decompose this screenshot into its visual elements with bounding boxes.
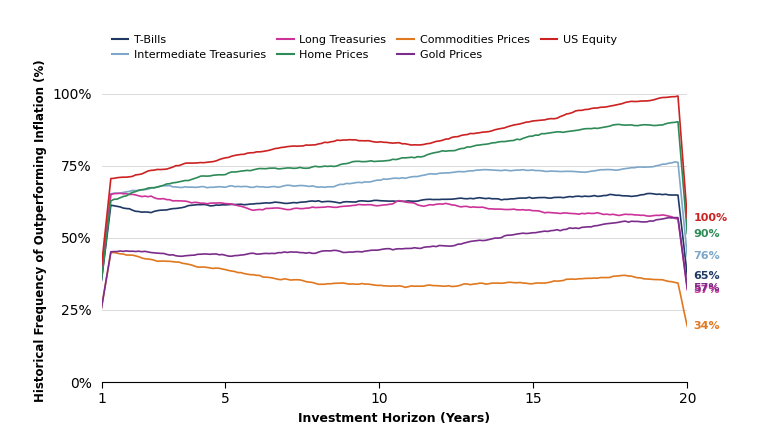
Commodities Prices — [267, 275, 276, 280]
Line: Gold Prices: Gold Prices — [102, 217, 687, 308]
Gold Prices — [264, 251, 273, 256]
Home Prices — [264, 165, 273, 171]
Line: T-Bills: T-Bills — [102, 194, 687, 280]
US Equity — [683, 216, 692, 221]
Commodities Prices — [394, 283, 404, 289]
Text: 57%: 57% — [694, 285, 720, 295]
Text: 34%: 34% — [694, 321, 720, 331]
Home Prices — [97, 277, 106, 282]
Line: US Equity: US Equity — [102, 96, 687, 266]
Intermediate Treasuries — [264, 184, 273, 190]
Legend: T-Bills, Intermediate Treasuries, Long Treasuries, Home Prices, Commodities Pric: T-Bills, Intermediate Treasuries, Long T… — [107, 30, 622, 65]
Long Treasuries — [276, 206, 286, 211]
Commodities Prices — [162, 259, 171, 264]
Line: Commodities Prices: Commodities Prices — [102, 253, 687, 326]
Commodities Prices — [237, 270, 246, 275]
US Equity — [391, 140, 401, 146]
T-Bills — [273, 200, 283, 205]
T-Bills — [97, 278, 106, 283]
Intermediate Treasuries — [97, 272, 106, 278]
Long Treasuries — [394, 198, 404, 203]
US Equity — [264, 148, 273, 153]
T-Bills — [234, 202, 243, 207]
US Equity — [363, 138, 373, 143]
Gold Prices — [363, 248, 373, 253]
Intermediate Treasuries — [683, 253, 692, 259]
X-axis label: Investment Horizon (Years): Investment Horizon (Years) — [298, 412, 490, 425]
US Equity — [159, 167, 168, 172]
US Equity — [273, 146, 283, 151]
Text: 65%: 65% — [694, 271, 720, 281]
Long Treasuries — [116, 191, 125, 196]
Long Treasuries — [683, 287, 692, 293]
Intermediate Treasuries — [363, 180, 373, 185]
Commodities Prices — [97, 305, 106, 310]
Line: Home Prices: Home Prices — [102, 122, 687, 279]
Gold Prices — [391, 246, 401, 252]
T-Bills — [391, 198, 401, 204]
T-Bills — [159, 207, 168, 213]
Home Prices — [363, 159, 373, 164]
Text: 90%: 90% — [694, 229, 720, 238]
Long Treasuries — [267, 205, 276, 211]
Commodities Prices — [109, 250, 119, 255]
Home Prices — [234, 169, 243, 174]
Intermediate Treasuries — [159, 183, 168, 188]
Long Treasuries — [366, 202, 376, 207]
US Equity — [234, 152, 243, 158]
T-Bills — [683, 273, 692, 278]
Text: 100%: 100% — [694, 213, 728, 223]
Long Treasuries — [237, 204, 246, 209]
T-Bills — [645, 191, 654, 196]
Text: 57%: 57% — [694, 283, 720, 293]
Home Prices — [673, 119, 683, 125]
Intermediate Treasuries — [391, 176, 401, 181]
Home Prices — [159, 183, 168, 188]
US Equity — [97, 263, 106, 268]
Gold Prices — [273, 250, 283, 255]
US Equity — [673, 93, 683, 99]
Long Treasuries — [97, 272, 106, 278]
T-Bills — [363, 199, 373, 204]
Commodities Prices — [366, 282, 376, 287]
Gold Prices — [159, 251, 168, 256]
Intermediate Treasuries — [273, 185, 283, 190]
Gold Prices — [97, 305, 106, 311]
Intermediate Treasuries — [670, 159, 679, 165]
Home Prices — [391, 157, 401, 162]
Home Prices — [683, 231, 692, 236]
Line: Long Treasuries: Long Treasuries — [102, 193, 687, 290]
Text: 76%: 76% — [694, 251, 720, 261]
Long Treasuries — [162, 197, 171, 202]
Commodities Prices — [276, 277, 286, 282]
Home Prices — [273, 166, 283, 172]
Intermediate Treasuries — [234, 184, 243, 189]
Commodities Prices — [683, 324, 692, 329]
Gold Prices — [670, 215, 679, 220]
Gold Prices — [234, 253, 243, 258]
Y-axis label: Historical Frequency of Outperforming Inflation (%): Historical Frequency of Outperforming In… — [34, 59, 47, 402]
T-Bills — [264, 200, 273, 205]
Line: Intermediate Treasuries: Intermediate Treasuries — [102, 162, 687, 275]
Gold Prices — [683, 285, 692, 290]
